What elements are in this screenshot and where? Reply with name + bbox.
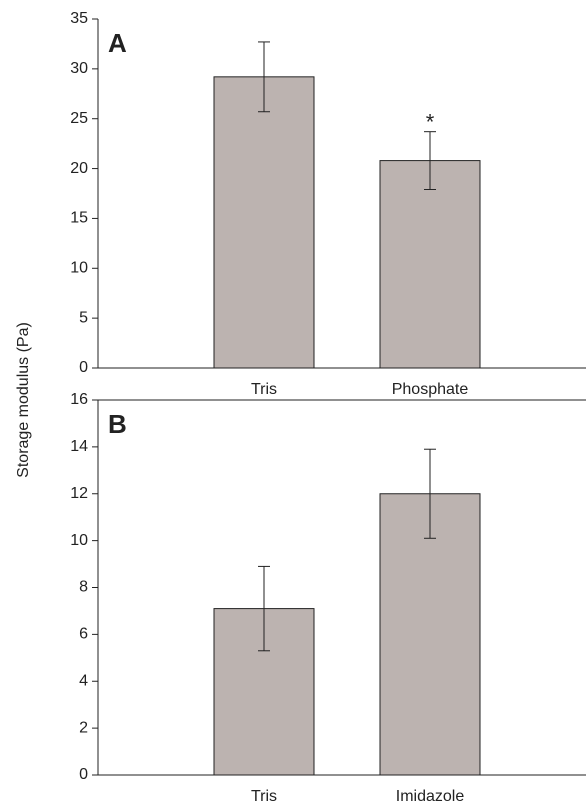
y-tick-label: 25 bbox=[70, 110, 88, 127]
x-tick-label: Imidazole bbox=[396, 788, 465, 805]
y-tick-label: 8 bbox=[79, 579, 88, 596]
y-tick-label: 35 bbox=[70, 10, 88, 27]
y-axis-label: Storage modulus (Pa) bbox=[15, 322, 32, 478]
x-tick-label: Phosphate bbox=[392, 381, 469, 398]
bar bbox=[379, 493, 481, 776]
x-tick-label: Tris bbox=[251, 381, 277, 398]
y-tick-label: 12 bbox=[70, 485, 88, 502]
y-tick-label: 10 bbox=[70, 532, 88, 549]
y-tick-label: 4 bbox=[79, 672, 88, 689]
x-tick-label: Tris bbox=[251, 788, 277, 805]
y-tick-label: 16 bbox=[70, 391, 88, 408]
y-tick-label: 0 bbox=[79, 766, 88, 783]
panel-label: B bbox=[108, 409, 127, 439]
y-tick-label: 30 bbox=[70, 60, 88, 77]
y-tick-label: 14 bbox=[70, 438, 88, 455]
y-tick-label: 15 bbox=[70, 210, 88, 227]
y-tick-label: 2 bbox=[79, 719, 88, 736]
y-tick-label: 0 bbox=[79, 359, 88, 376]
y-tick-label: 5 bbox=[79, 309, 88, 326]
annotation: * bbox=[426, 109, 435, 134]
y-tick-label: 20 bbox=[70, 160, 88, 177]
y-tick-label: 6 bbox=[79, 626, 88, 643]
panel-label: A bbox=[108, 28, 127, 58]
bar bbox=[379, 160, 481, 369]
y-tick-label: 10 bbox=[70, 260, 88, 277]
bar bbox=[213, 76, 315, 369]
